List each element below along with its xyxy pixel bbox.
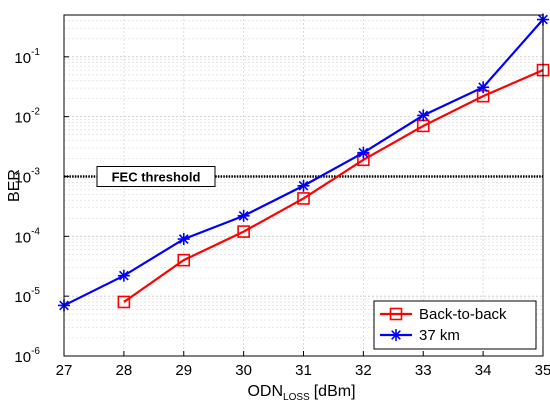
data-point (297, 179, 310, 192)
star-marker (297, 179, 310, 192)
fec-threshold-label-box (96, 165, 216, 187)
star-marker-stroke (238, 210, 249, 221)
y-tick-exponent: -6 (31, 346, 40, 357)
x-tick-label: 34 (475, 362, 492, 379)
star-marker (390, 329, 402, 341)
square-marker (297, 192, 310, 205)
y-axis-label: BER (6, 169, 23, 202)
legend-label: Back-to-back (419, 306, 507, 323)
data-point (477, 81, 490, 94)
square-marker (117, 295, 131, 309)
y-tick-label: 10-4 (14, 226, 40, 246)
y-tick-exponent: -2 (31, 107, 40, 118)
star-marker (417, 109, 430, 122)
y-tick-exponent: -5 (31, 286, 40, 297)
legend-entry: 37 km (380, 327, 460, 344)
data-point (237, 209, 250, 222)
fec-threshold-annotation: FEC threshold (96, 165, 216, 187)
data-point (357, 146, 370, 159)
square-marker (389, 307, 403, 321)
star-marker (117, 269, 130, 282)
star-marker (357, 146, 370, 159)
x-axis-label: ODNLOSS [dBm] (247, 383, 355, 403)
y-tick-label: 10-6 (14, 346, 40, 366)
y-tick-label: 10-2 (14, 107, 40, 127)
star-marker-stroke (118, 270, 129, 281)
x-tick-label: 31 (295, 362, 312, 379)
y-tick-label: 10-5 (14, 286, 40, 306)
legend-label: 37 km (419, 327, 460, 344)
series-line (123, 69, 544, 303)
fec-threshold-label: FEC threshold (112, 169, 201, 184)
x-tick-label: 30 (235, 362, 252, 379)
x-axis-ticks: 27 28 29 30 31 32 33 34 35 (56, 351, 550, 379)
legend-entry: Back-to-back (380, 306, 507, 323)
y-tick-base: 10 (14, 169, 31, 186)
x-tick-label: 35 (535, 362, 550, 379)
star-marker-stroke (478, 82, 489, 93)
y-axis-ticks: 10-610-510-410-310-210-1 (14, 47, 69, 366)
data-point (297, 192, 310, 205)
x-tick-label: 27 (56, 362, 73, 379)
x-tick-label: 29 (175, 362, 192, 379)
star-marker-stroke (298, 180, 309, 191)
y-tick-exponent: -4 (31, 226, 40, 237)
y-tick-base: 10 (14, 50, 31, 67)
x-axis-label-main: ODN (247, 383, 283, 400)
square-marker (237, 225, 250, 238)
star-marker (477, 81, 490, 94)
star-marker-stroke (178, 234, 189, 244)
y-tick-exponent: -1 (31, 47, 40, 58)
y-tick-label: 10-1 (14, 47, 40, 67)
y-tick-exponent: -3 (31, 166, 40, 177)
square-marker (177, 253, 191, 267)
y-tick-base: 10 (14, 349, 31, 366)
data-point (117, 269, 130, 282)
data-point (237, 225, 250, 238)
data-point (117, 295, 131, 309)
x-axis-label-subscript: LOSS (283, 392, 310, 403)
x-axis-label-unit: [dBm] (314, 383, 356, 400)
star-marker-stroke (391, 330, 401, 340)
star-marker (177, 233, 190, 246)
data-point (177, 233, 190, 246)
star-marker-stroke (358, 147, 369, 158)
data-point (177, 253, 191, 267)
legend-box (373, 300, 537, 350)
y-tick-base: 10 (14, 289, 31, 306)
star-marker (237, 209, 250, 222)
data-point (417, 109, 430, 122)
x-tick-label: 28 (116, 362, 133, 379)
x-tick-label: 33 (415, 362, 432, 379)
y-tick-base: 10 (14, 229, 31, 246)
x-tick-label: 32 (355, 362, 372, 379)
y-tick-base: 10 (14, 110, 31, 127)
star-marker-stroke (418, 110, 429, 121)
y-tick-label: 10-3 (14, 166, 40, 186)
legend: Back-to-back 37 km (373, 300, 537, 350)
